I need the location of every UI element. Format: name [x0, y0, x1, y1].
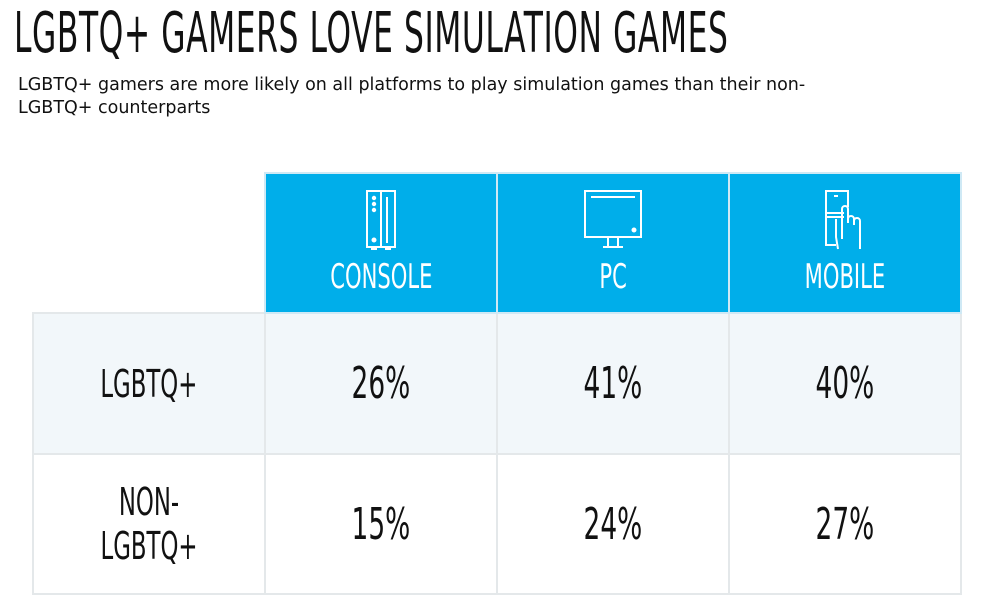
value-cell: 27%	[728, 453, 962, 595]
value-non-lgbtq-console: 15%	[351, 498, 411, 550]
value-cell: 26%	[264, 312, 498, 455]
subtitle: LGBTQ+ gamers are more likely on all pla…	[18, 75, 806, 118]
value-lgbtq-pc: 41%	[583, 358, 643, 409]
column-label: MOBILE	[804, 257, 886, 297]
value-lgbtq-mobile: 40%	[815, 358, 875, 409]
smartphone-touch-icon	[825, 190, 861, 250]
row-label-cell: LGBTQ+	[32, 312, 266, 455]
console-icon	[366, 190, 396, 250]
value-cell: 24%	[496, 453, 730, 595]
row-label: LGBTQ+	[100, 361, 198, 406]
value-non-lgbtq-mobile: 27%	[815, 498, 875, 550]
row-label-cell: NON-LGBTQ+	[32, 453, 266, 595]
page-title: LGBTQ+ GAMERS LOVE SIMULATION GAMES	[14, 4, 1000, 64]
column-header-mobile: MOBILE	[728, 172, 962, 314]
header-row: CONSOLE PC MOBILE	[33, 172, 962, 314]
value-lgbtq-console: 26%	[351, 358, 411, 409]
title-text: LGBTQ+ GAMERS LOVE SIMULATION GAMES	[14, 1, 729, 66]
value-cell: 15%	[264, 453, 498, 595]
value-cell: 40%	[728, 312, 962, 455]
table-row-non-lgbtq: NON-LGBTQ+ 15% 24% 27%	[32, 453, 962, 595]
comparison-table: CONSOLE PC MOBILE LGBTQ+ 26% 41% 40% NON…	[32, 172, 962, 595]
empty-corner-cell	[33, 173, 265, 313]
column-label: CONSOLE	[329, 257, 433, 297]
value-cell: 41%	[496, 312, 730, 455]
table-row-lgbtq: LGBTQ+ 26% 41% 40%	[32, 312, 962, 455]
row-label: NON-LGBTQ+	[100, 480, 198, 568]
column-header-pc: PC	[496, 172, 730, 314]
column-label: PC	[599, 257, 627, 297]
value-non-lgbtq-pc: 24%	[583, 498, 643, 550]
monitor-icon	[584, 190, 642, 248]
column-header-console: CONSOLE	[264, 172, 498, 314]
